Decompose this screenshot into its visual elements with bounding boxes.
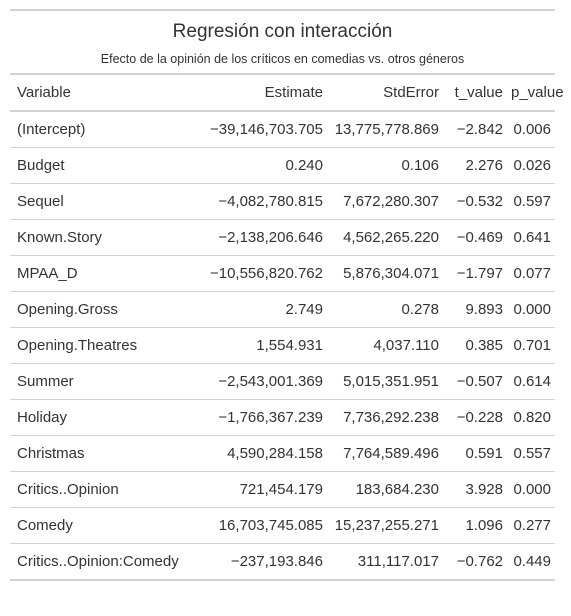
cell-estimate: −2,138,206.646 bbox=[191, 219, 327, 256]
column-header-stderror: StdError bbox=[383, 84, 439, 101]
column-header-t-value: t_value bbox=[454, 84, 503, 101]
cell-estimate: −4,082,780.815 bbox=[191, 183, 327, 220]
top-rule bbox=[10, 9, 555, 11]
cell-variable: Comedy bbox=[10, 507, 191, 544]
table-subtitle: Efecto de la opinión de los críticos en … bbox=[100, 52, 465, 66]
cell-stderror: 7,736,292.238 bbox=[327, 399, 443, 436]
cell-variable: Opening.Theatres bbox=[10, 327, 191, 364]
header-row: Variable Estimate StdError t_value p_val… bbox=[10, 74, 564, 111]
cell-p-value: 0.641 bbox=[507, 219, 555, 256]
cell-p-value: 0.820 bbox=[507, 399, 555, 436]
cell-stderror: 311,117.017 bbox=[327, 543, 443, 581]
cell-p-value: 0.614 bbox=[507, 363, 555, 400]
cell-p-value: 0.701 bbox=[507, 327, 555, 364]
table-row: Critics..Opinion:Comedy −237,193.846 311,1… bbox=[10, 543, 555, 581]
cell-variable: Opening.Gross bbox=[10, 291, 191, 328]
cell-estimate: −1,766,367.239 bbox=[191, 399, 327, 436]
table-row: Sequel −4,082,780.815 7,672,280.307 −0.532 0… bbox=[10, 183, 555, 220]
cell-p-value: 0.277 bbox=[507, 507, 555, 544]
cell-t-value: 2.276 bbox=[443, 147, 507, 184]
cell-variable: (Intercept) bbox=[10, 111, 191, 148]
cell-variable: Holiday bbox=[10, 399, 191, 436]
cell-p-value: 0.000 bbox=[507, 291, 555, 328]
cell-p-value: 0.000 bbox=[507, 471, 555, 508]
table-row: Budget 0.240 0.106 2.276 0.026 bbox=[10, 147, 555, 184]
cell-t-value: −0.762 bbox=[443, 543, 507, 581]
cell-stderror: 0.278 bbox=[327, 291, 443, 328]
cell-t-value: −0.469 bbox=[443, 219, 507, 256]
cell-p-value: 0.597 bbox=[507, 183, 555, 220]
cell-variable: Known.Story bbox=[10, 219, 191, 256]
table-row: Christmas 4,590,284.158 7,764,589.496 0.591… bbox=[10, 435, 555, 472]
table-row: (Intercept) −39,146,703.705 13,775,778.869… bbox=[10, 111, 555, 148]
cell-estimate: 0.240 bbox=[191, 147, 327, 184]
table-body: (Intercept) −39,146,703.705 13,775,778.869… bbox=[10, 111, 555, 581]
table-row: Comedy 16,703,745.085 15,237,255.271 1.096 0… bbox=[10, 507, 555, 544]
table-row: Summer −2,543,001.369 5,015,351.951 −0.507 0… bbox=[10, 363, 555, 400]
cell-t-value: 9.893 bbox=[443, 291, 507, 328]
cell-t-value: −0.532 bbox=[443, 183, 507, 220]
cell-t-value: 3.928 bbox=[443, 471, 507, 508]
cell-estimate: −10,556,820.762 bbox=[191, 255, 327, 292]
cell-stderror: 4,562,265.220 bbox=[327, 219, 443, 256]
cell-variable: Budget bbox=[10, 147, 191, 184]
table-row: Known.Story −2,138,206.646 4,562,265.220 −0… bbox=[10, 219, 555, 256]
cell-stderror: 15,237,255.271 bbox=[327, 507, 443, 544]
cell-variable: Sequel bbox=[10, 183, 191, 220]
cell-variable: Critics..Opinion bbox=[10, 471, 191, 508]
cell-t-value: −0.228 bbox=[443, 399, 507, 436]
table-row: Critics..Opinion 721,454.179 183,684.230 3.… bbox=[10, 471, 555, 508]
cell-variable: MPAA_D bbox=[10, 255, 191, 292]
column-header-variable: Variable bbox=[17, 84, 71, 101]
cell-stderror: 5,876,304.071 bbox=[327, 255, 443, 292]
cell-p-value: 0.026 bbox=[507, 147, 555, 184]
cell-estimate: 721,454.179 bbox=[191, 471, 327, 508]
regression-table-panel: Regresión con interacción Efecto de la o… bbox=[10, 0, 564, 581]
cell-estimate: 4,590,284.158 bbox=[191, 435, 327, 472]
column-header-p-value: p_value bbox=[511, 84, 564, 101]
cell-t-value: −1.797 bbox=[443, 255, 507, 292]
cell-variable: Christmas bbox=[10, 435, 191, 472]
cell-t-value: 0.591 bbox=[443, 435, 507, 472]
cell-p-value: 0.006 bbox=[507, 111, 555, 148]
cell-estimate: −2,543,001.369 bbox=[191, 363, 327, 400]
cell-stderror: 4,037.110 bbox=[327, 327, 443, 364]
regression-table: Variable Estimate StdError t_value p_val… bbox=[10, 73, 564, 581]
cell-p-value: 0.077 bbox=[507, 255, 555, 292]
cell-variable: Summer bbox=[10, 363, 191, 400]
table-row: MPAA_D −10,556,820.762 5,876,304.071 −1.797… bbox=[10, 255, 555, 292]
cell-stderror: 0.106 bbox=[327, 147, 443, 184]
cell-t-value: 1.096 bbox=[443, 507, 507, 544]
cell-estimate: 2.749 bbox=[191, 291, 327, 328]
cell-stderror: 183,684.230 bbox=[327, 471, 443, 508]
cell-estimate: −39,146,703.705 bbox=[191, 111, 327, 148]
cell-stderror: 5,015,351.951 bbox=[327, 363, 443, 400]
cell-estimate: 1,554.931 bbox=[191, 327, 327, 364]
cell-estimate: 16,703,745.085 bbox=[191, 507, 327, 544]
cell-stderror: 13,775,778.869 bbox=[327, 111, 443, 148]
cell-p-value: 0.557 bbox=[507, 435, 555, 472]
table-header: Variable Estimate StdError t_value p_val… bbox=[10, 74, 564, 111]
cell-t-value: 0.385 bbox=[443, 327, 507, 364]
table-row: Holiday −1,766,367.239 7,736,292.238 −0.228… bbox=[10, 399, 555, 436]
table-row: Opening.Theatres 1,554.931 4,037.110 0.385 0… bbox=[10, 327, 555, 364]
cell-stderror: 7,764,589.496 bbox=[327, 435, 443, 472]
cell-t-value: −0.507 bbox=[443, 363, 507, 400]
column-header-estimate: Estimate bbox=[264, 84, 323, 101]
cell-variable: Critics..Opinion:Comedy bbox=[10, 543, 191, 581]
cell-estimate: −237,193.846 bbox=[191, 543, 327, 581]
table-title: Regresión con interacción bbox=[172, 21, 393, 42]
cell-p-value: 0.449 bbox=[507, 543, 555, 581]
cell-t-value: −2.842 bbox=[443, 111, 507, 148]
table-row: Opening.Gross 2.749 0.278 9.893 0.000 bbox=[10, 291, 555, 328]
cell-stderror: 7,672,280.307 bbox=[327, 183, 443, 220]
